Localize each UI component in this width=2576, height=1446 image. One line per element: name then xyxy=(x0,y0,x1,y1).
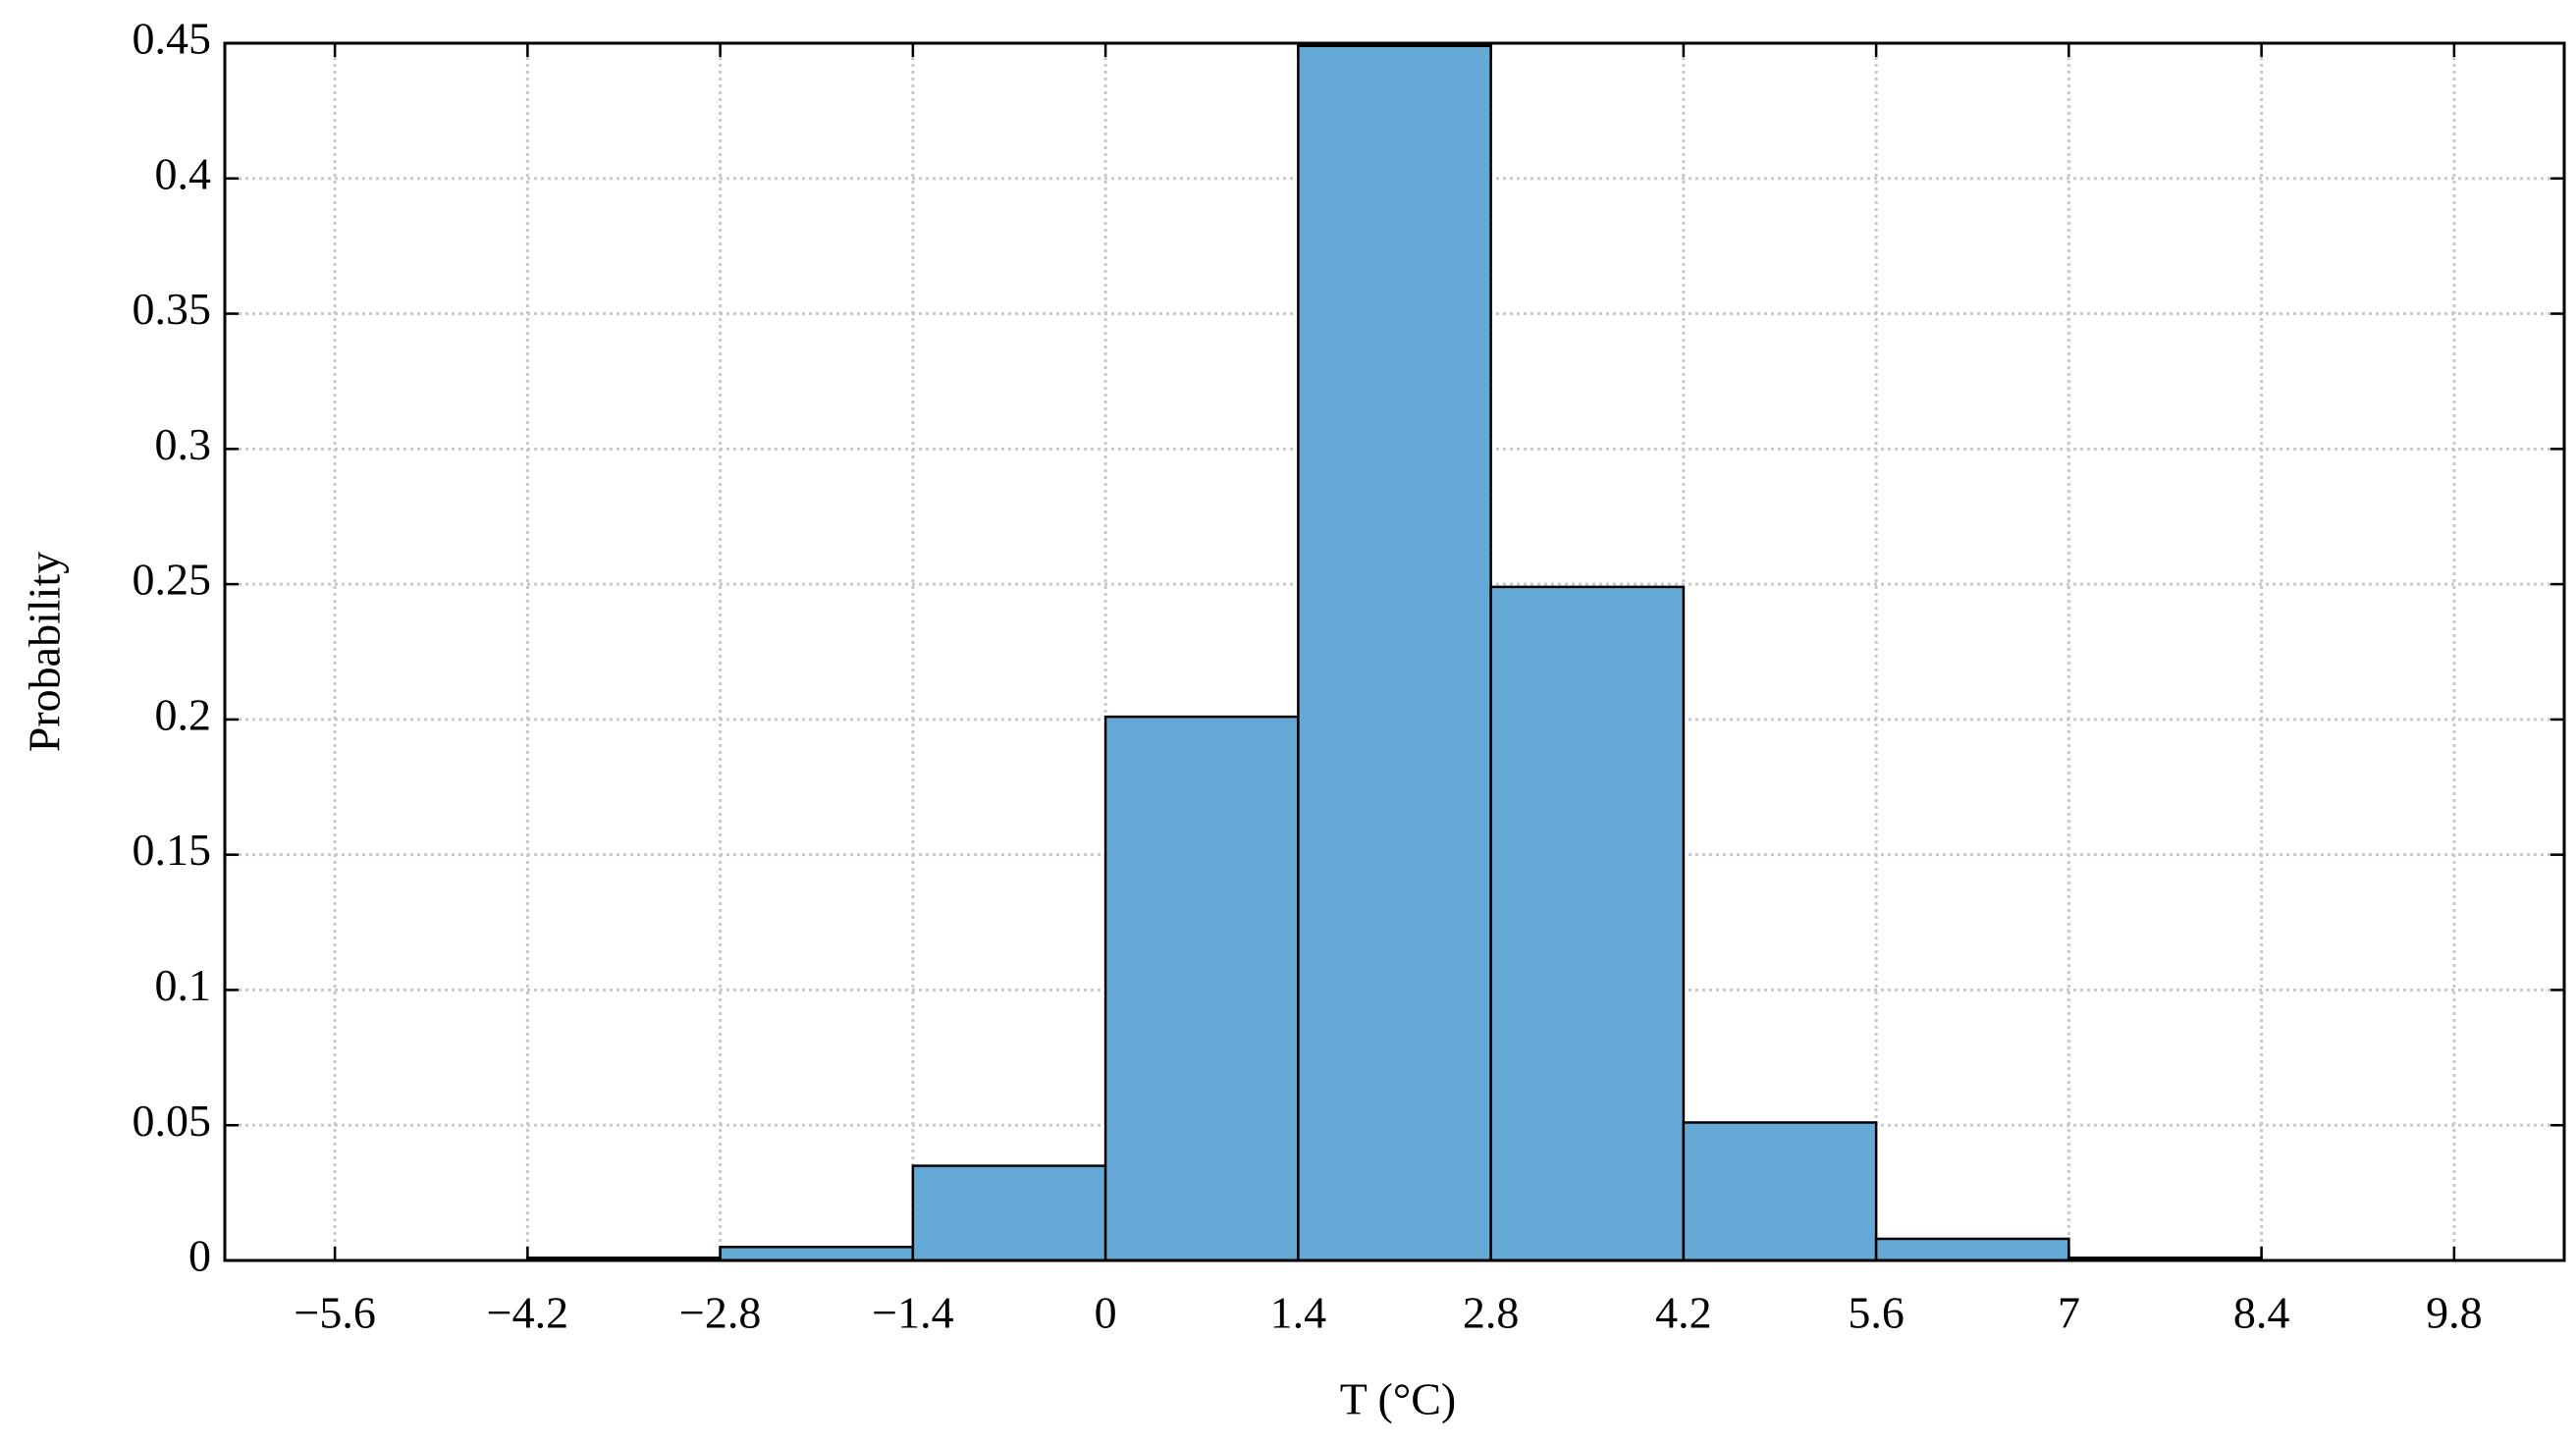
y-tick-label: 0.25 xyxy=(133,555,212,605)
x-tick-label: −5.6 xyxy=(294,1288,375,1338)
x-tick-label: −4.2 xyxy=(487,1288,568,1338)
y-tick-label: 0.15 xyxy=(133,825,212,875)
x-tick-label: 4.2 xyxy=(1655,1288,1712,1338)
bar xyxy=(911,1164,1107,1262)
x-tick-label: −2.8 xyxy=(679,1288,761,1338)
x-tick-label: −1.4 xyxy=(872,1288,953,1338)
x-axis-label: T (°C) xyxy=(1340,1374,1456,1424)
y-tick-label: 0.1 xyxy=(155,960,212,1010)
y-tick-label: 0.2 xyxy=(155,689,212,739)
y-tick-label: 0.4 xyxy=(155,148,212,198)
y-axis-label: Probability xyxy=(20,552,70,752)
plot-frame xyxy=(223,41,2566,1262)
y-tick-label: 0.35 xyxy=(133,284,212,334)
x-tick-label: 0 xyxy=(1095,1288,1117,1338)
bar xyxy=(1489,585,1686,1262)
bar xyxy=(719,1245,915,1262)
x-tick-label: 1.4 xyxy=(1270,1288,1327,1338)
y-tick-label: 0.3 xyxy=(155,419,212,469)
x-tick-label: 5.6 xyxy=(1848,1288,1905,1338)
y-tick-label: 0 xyxy=(188,1231,211,1281)
x-tick-label: 2.8 xyxy=(1463,1288,1520,1338)
y-tick-label: 0.05 xyxy=(133,1096,212,1146)
bar xyxy=(1103,715,1300,1262)
x-tick-label: 9.8 xyxy=(2426,1288,2483,1338)
x-tick-label: 8.4 xyxy=(2233,1288,2290,1338)
bar xyxy=(1682,1121,1878,1262)
y-tick-label: 0.45 xyxy=(133,14,212,64)
bar xyxy=(1297,44,1492,1262)
x-tick-label: 7 xyxy=(2058,1288,2080,1338)
bar xyxy=(1874,1237,2070,1262)
